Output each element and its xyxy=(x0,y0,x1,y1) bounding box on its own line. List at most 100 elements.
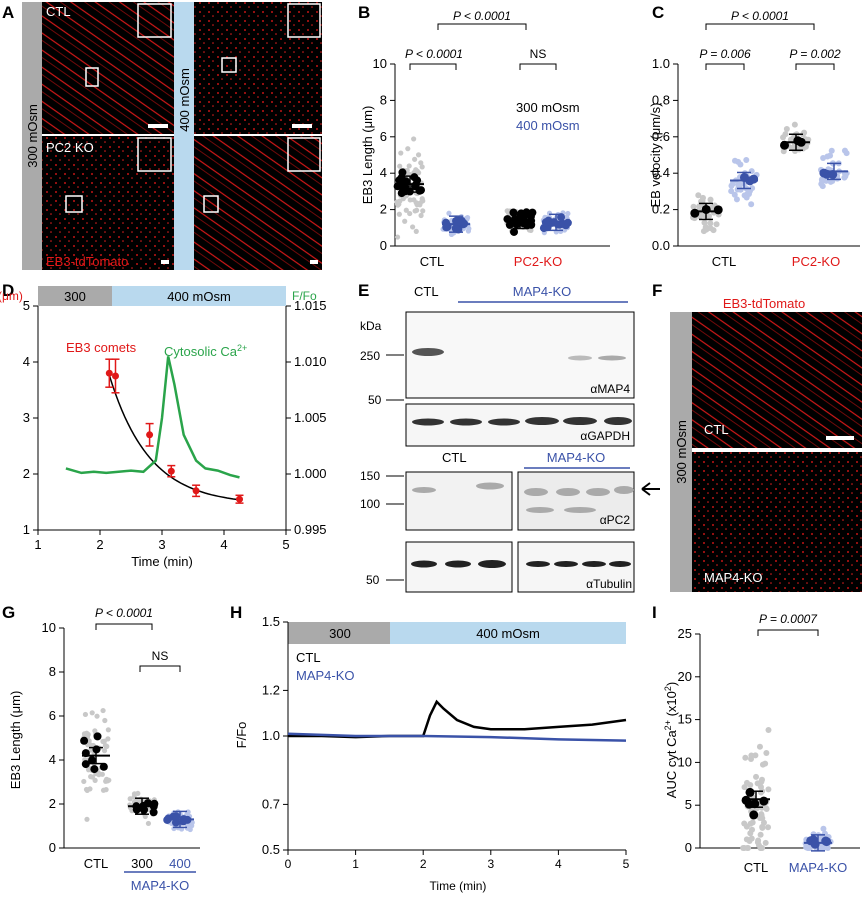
b-ylabel: EB3 Length (μm) xyxy=(360,106,375,205)
d-ytick-right-label: 1.015 xyxy=(294,298,327,313)
i-p: P = 0.0007 xyxy=(759,612,818,626)
g-tick-label: 6 xyxy=(49,708,56,723)
h-ytick-label: 1.0 xyxy=(262,728,280,743)
c-tick-label: 0.6 xyxy=(652,129,670,144)
c-point-bg xyxy=(791,121,798,128)
b-point-bg xyxy=(403,207,409,213)
c-cat-ctl: CTL xyxy=(712,254,737,269)
h-xtick-label: 2 xyxy=(420,857,427,871)
d-comet-point xyxy=(167,467,175,475)
panel-label-i: I xyxy=(652,603,657,622)
b-point-bg xyxy=(414,207,420,213)
h-xtick-label: 5 xyxy=(623,857,630,871)
c-point-bg xyxy=(783,125,790,132)
scale-bar xyxy=(161,260,169,264)
g-point-bg xyxy=(99,771,105,777)
i-point-bg xyxy=(748,752,755,759)
e-marker-50b: 50 xyxy=(366,573,380,587)
g-cat-400: 400 xyxy=(169,856,191,871)
e-map4ko2: MAP4-KO xyxy=(547,450,606,465)
b-point-bg xyxy=(419,164,425,170)
panel-i: I AUC cyt Ca2+ (x102) 0 5 10 15 20 25 P = 0.0… xyxy=(652,603,860,875)
panel-h: H 300 400 mOsm 0.5 0.7 1.0 1.2 1.5 0 1 2 3 4 5 CTL… xyxy=(230,603,630,893)
i-point xyxy=(759,796,769,806)
b-point-bg xyxy=(406,163,412,169)
e-blot-tub-ko xyxy=(517,541,635,593)
g-point-bg xyxy=(101,748,108,754)
e-map4ko: MAP4-KO xyxy=(513,284,572,299)
g-point-bg xyxy=(89,710,95,716)
label-reporter: EB3-tdTomato xyxy=(46,254,128,269)
osm400-sidebar xyxy=(174,2,194,270)
panel-a: A 300 mOsm 400 mOsm CTL PC2 KO EB3-tdTom… xyxy=(2,2,322,270)
panel-label-g: G xyxy=(2,603,15,622)
i-cat-ko: MAP4-KO xyxy=(789,860,848,875)
b-point-bg xyxy=(418,160,424,166)
b-point-bg xyxy=(413,200,419,206)
scale-bar xyxy=(310,260,318,264)
inset-box xyxy=(137,3,172,38)
h-xtick-label: 1 xyxy=(352,857,359,871)
c-point-bg xyxy=(828,147,835,154)
panel-label-c: C xyxy=(652,3,664,22)
h-legend-ctl: CTL xyxy=(296,650,321,665)
b-tick-label: 6 xyxy=(380,129,387,144)
b-point-bg xyxy=(405,146,411,152)
roi-box xyxy=(221,57,237,73)
e-marker-50a: 50 xyxy=(368,393,382,407)
b-point-bg xyxy=(417,200,423,206)
c-point-bg xyxy=(818,176,825,183)
inset-box xyxy=(287,137,321,172)
i-point-bg xyxy=(763,805,770,812)
f-sidebar xyxy=(670,312,692,592)
d-ytick-label: 2 xyxy=(23,466,30,481)
label-pc2ko: PC2 KO xyxy=(46,140,94,155)
b-point xyxy=(517,209,526,218)
e-label-gapdh: αGAPDH xyxy=(580,429,630,443)
c-point-bg xyxy=(748,168,755,175)
i-point-bg xyxy=(754,839,761,846)
g-tick-label: 4 xyxy=(49,752,56,767)
b-point xyxy=(416,186,425,195)
b-point xyxy=(442,223,451,232)
c-p-overall: P < 0.0001 xyxy=(731,9,789,23)
g-p2: NS xyxy=(152,649,169,663)
b-point-bg xyxy=(413,228,419,234)
i-point-bg xyxy=(763,750,770,757)
d-bar-300-label: 300 xyxy=(64,289,86,304)
micrograph-pc2ko-400 xyxy=(194,136,322,270)
c-tick-label: 0.0 xyxy=(652,238,670,253)
g-tick-label: 8 xyxy=(49,664,56,679)
c-point-bg xyxy=(696,203,703,210)
i-point-bg xyxy=(765,726,772,733)
b-point xyxy=(557,213,566,222)
g-point xyxy=(80,736,89,745)
b-point-bg xyxy=(395,202,401,208)
f-label-ko: MAP4-KO xyxy=(704,570,763,585)
b-point-bg xyxy=(412,156,418,162)
c-point-bg xyxy=(782,131,789,138)
g-point-bg xyxy=(127,796,133,802)
b-point-bg xyxy=(407,210,413,217)
c-point-bg xyxy=(746,187,753,194)
d-ca-line xyxy=(65,356,240,479)
scale-bar xyxy=(826,436,854,440)
g-point-bg xyxy=(135,790,141,797)
b-tick-label: 10 xyxy=(373,56,387,71)
h-bar-300 xyxy=(288,622,390,644)
f-side-label: 300 mOsm xyxy=(674,420,689,484)
panel-label-h: H xyxy=(230,603,242,622)
i-point-bg xyxy=(743,836,750,843)
d-comet-point xyxy=(105,369,113,377)
i-point-bg xyxy=(757,831,764,838)
i-point xyxy=(821,836,831,846)
i-point-bg xyxy=(747,781,754,788)
g-point-bg xyxy=(184,825,190,831)
b-point xyxy=(528,208,537,217)
d-comet-point xyxy=(236,495,243,503)
g-sub: MAP4-KO xyxy=(131,878,190,893)
h-bar-300-label: 300 xyxy=(329,626,351,641)
c-point-bg xyxy=(729,180,736,187)
d-bar-400 xyxy=(112,286,286,306)
